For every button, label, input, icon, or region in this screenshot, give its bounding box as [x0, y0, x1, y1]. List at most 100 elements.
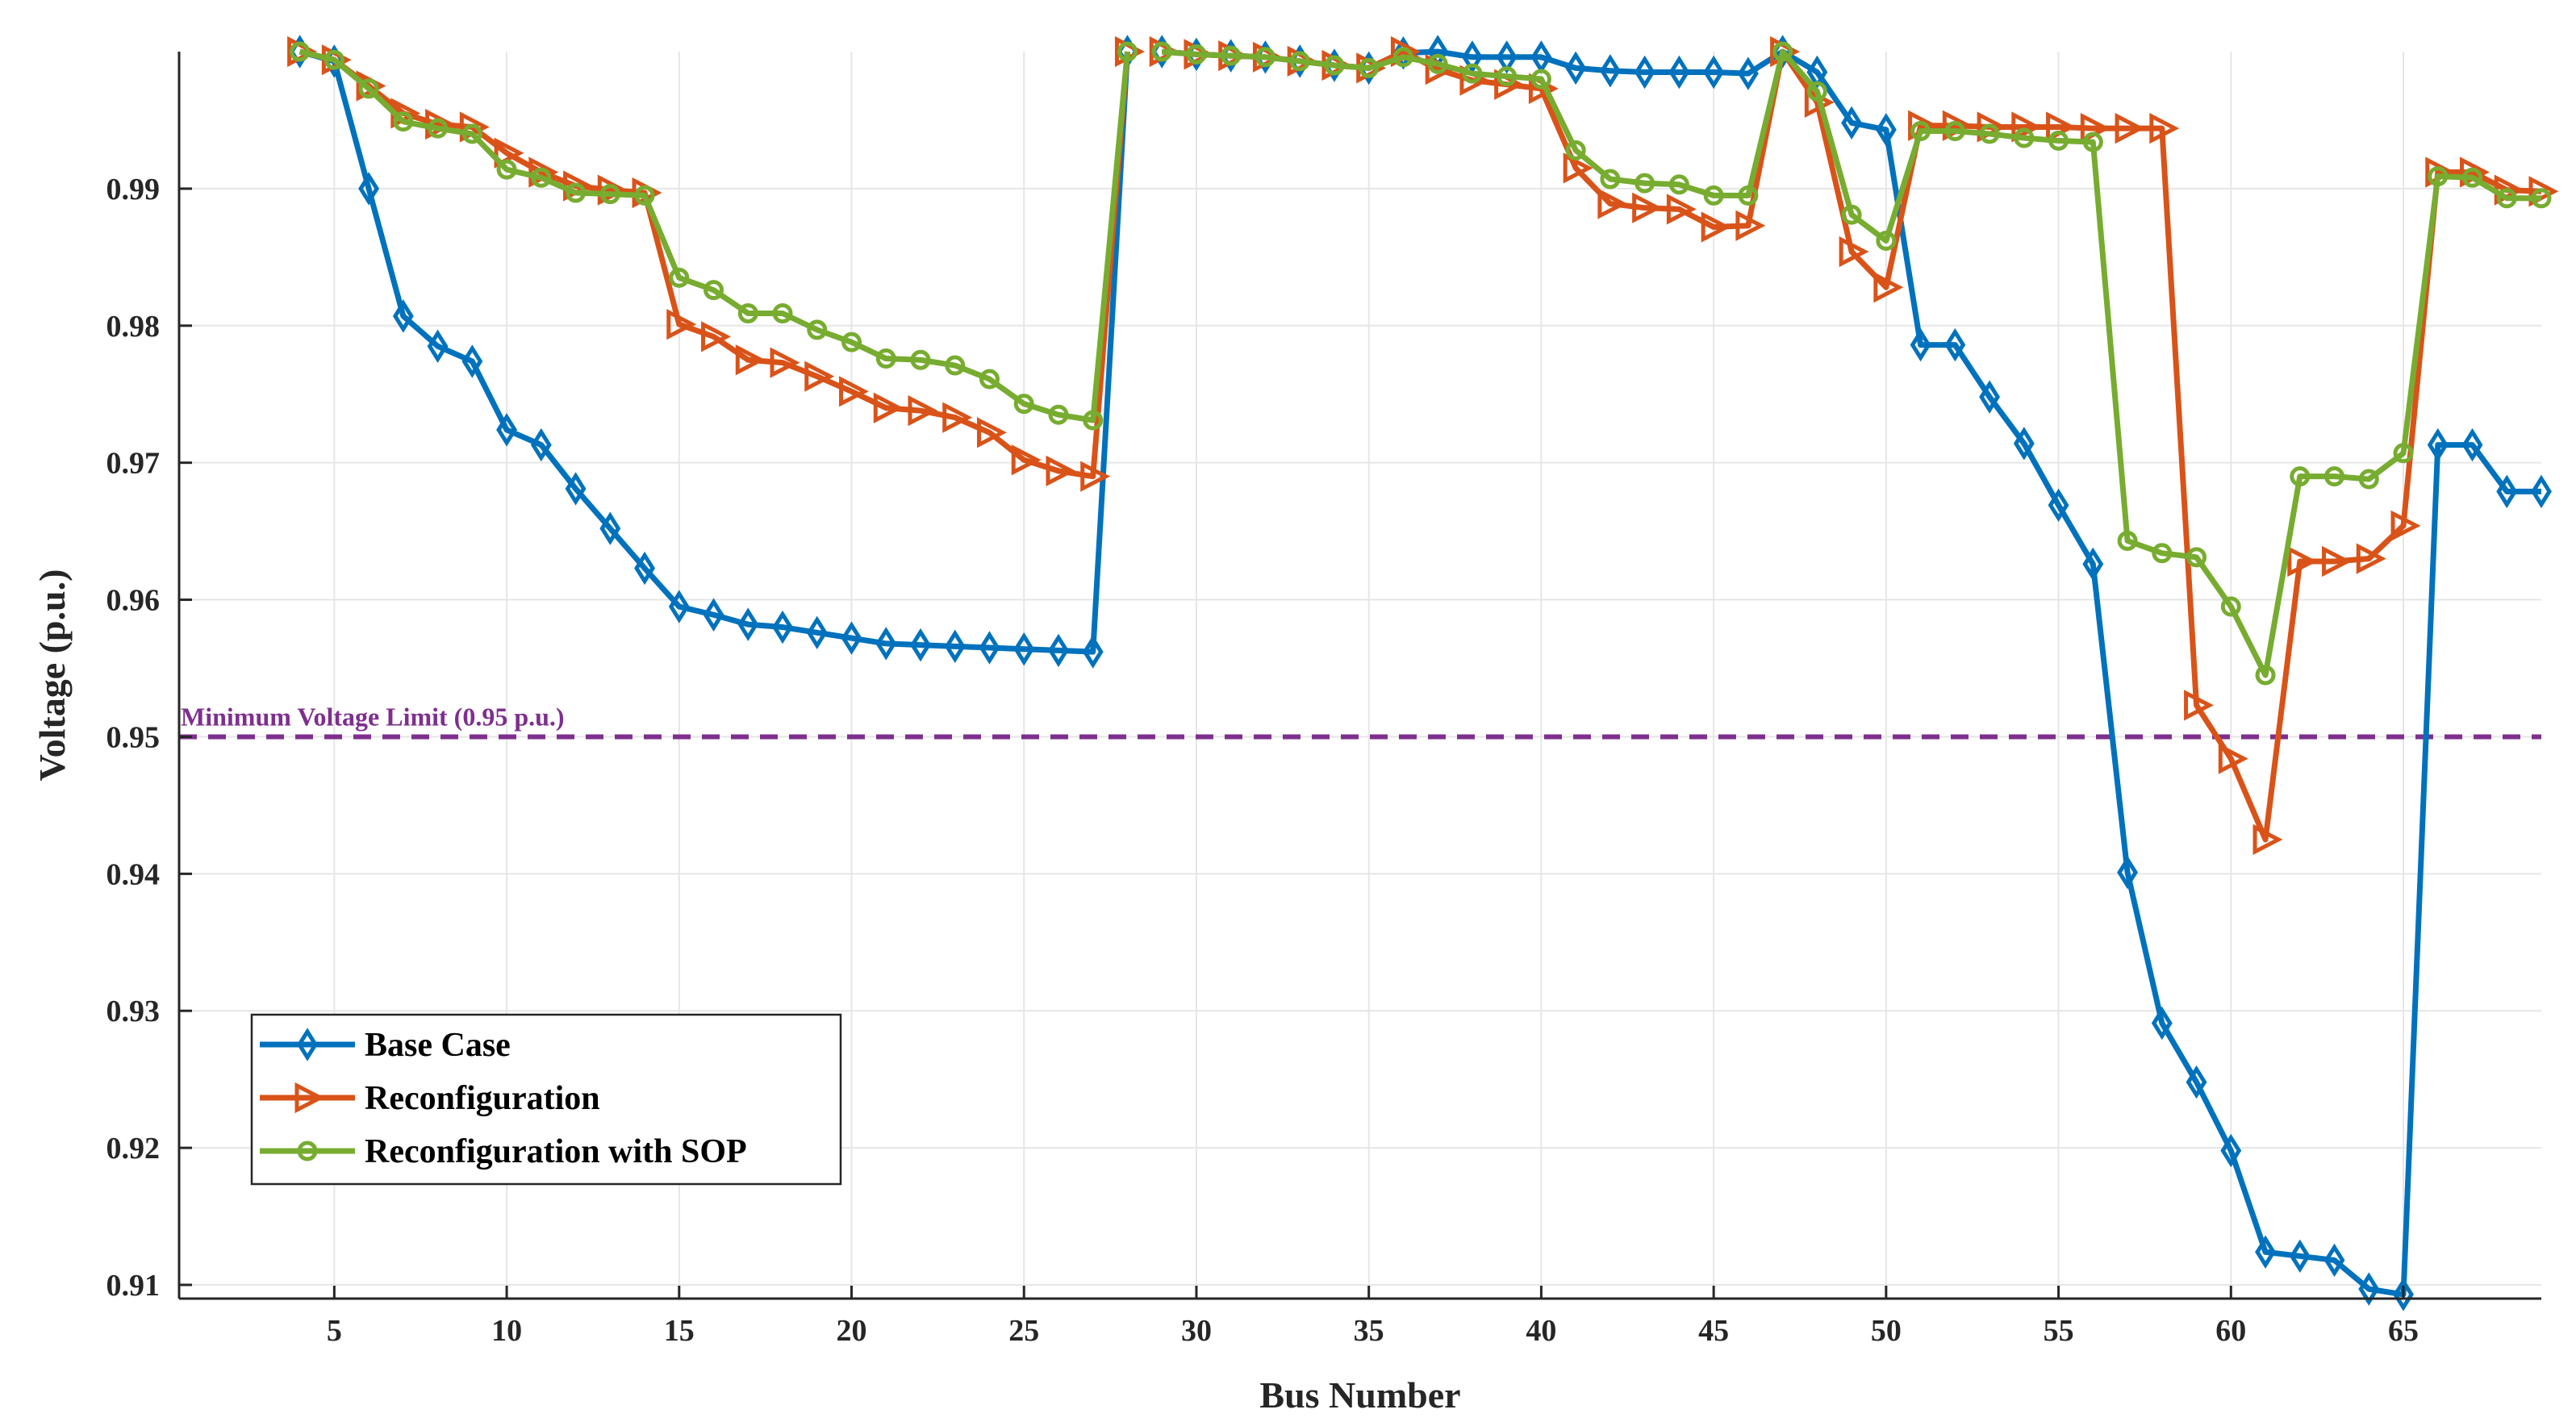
x-tick-label: 55 [2044, 1314, 2074, 1348]
data-point-reconfiguration-with-sop [324, 49, 344, 70]
y-tick-label: 0.97 [106, 447, 161, 481]
y-tick-label: 0.95 [106, 720, 161, 754]
legend: Base Case Reconfiguration Reconfiguration … [250, 1013, 842, 1186]
data-point-base-case [910, 628, 931, 662]
data-point-reconfiguration-with-sop [2117, 531, 2138, 552]
data-point-base-case [1841, 106, 1863, 140]
data-point-reconfiguration-with-sop [2082, 131, 2103, 152]
data-point-reconfiguration-with-sop [1427, 53, 1448, 74]
data-point-reconfiguration [2218, 743, 2248, 774]
data-point-reconfiguration-with-sop [1324, 55, 1345, 76]
data-point-base-case [358, 172, 380, 206]
x-tick-label: 20 [837, 1314, 867, 1348]
data-point-reconfiguration [839, 376, 869, 407]
data-point-reconfiguration-with-sop [428, 118, 449, 139]
data-point-reconfiguration-with-sop [496, 159, 517, 180]
data-point-reconfiguration-with-sop [393, 111, 414, 132]
x-tick-label: 40 [1526, 1314, 1556, 1348]
series-group [287, 35, 2559, 1311]
data-point-base-case [2461, 427, 2483, 462]
data-point-reconfiguration-with-sop [1186, 44, 1207, 65]
data-point-reconfiguration [2390, 510, 2421, 541]
x-tick-label: 65 [2388, 1314, 2419, 1348]
data-point-reconfiguration [1666, 194, 1697, 225]
y-tick-label: 0.99 [106, 173, 161, 206]
y-tick-label: 0.91 [106, 1269, 161, 1303]
data-point-reconfiguration-with-sop [807, 319, 828, 340]
series-line-reconfiguration [299, 48, 1130, 480]
data-point-reconfiguration [1873, 272, 1904, 303]
data-point-base-case [1048, 633, 1069, 668]
data-point-reconfiguration [666, 308, 697, 340]
data-point-base-case [979, 631, 1000, 665]
data-point-base-case [2393, 1278, 2414, 1311]
x-tick-label: 10 [491, 1314, 522, 1348]
data-point-reconfiguration-with-sop [1703, 185, 1724, 206]
data-point-reconfiguration-with-sop [358, 78, 379, 99]
data-point-reconfiguration [942, 402, 973, 433]
data-point-base-case [1944, 327, 1966, 362]
data-point-reconfiguration-with-sop [703, 280, 724, 301]
data-point-base-case [841, 621, 862, 655]
y-tick-label: 0.98 [106, 310, 161, 344]
data-point-reconfiguration-with-sop [1289, 51, 1310, 72]
data-point-base-case [668, 590, 690, 623]
data-point-base-case [1668, 55, 1690, 90]
data-point-reconfiguration-with-sop [1462, 63, 1483, 84]
series-reconfiguration [287, 35, 2559, 855]
x-axis-title: Bus Number [1259, 1374, 1460, 1416]
data-point-base-case [772, 610, 793, 644]
data-point-base-case [2496, 474, 2518, 509]
data-point-base-case [392, 299, 414, 333]
data-point-reconfiguration-with-sop [2324, 466, 2345, 487]
data-point-reconfiguration [770, 347, 800, 378]
data-point-base-case [2082, 547, 2104, 582]
legend-entry-base-case: Base Case [260, 1027, 511, 1064]
axes [177, 52, 2541, 1300]
data-point-reconfiguration [1735, 210, 1766, 241]
data-point-reconfiguration [2322, 545, 2352, 578]
data-point-reconfiguration-with-sop [1013, 394, 1034, 415]
data-point-reconfiguration-with-sop [634, 185, 655, 206]
legend-entry-reconfiguration: Reconfiguration [260, 1080, 600, 1117]
data-point-base-case [2117, 855, 2139, 890]
x-tick-label: 5 [327, 1314, 342, 1348]
data-point-reconfiguration-with-sop [1392, 47, 1413, 68]
data-point-base-case [2531, 474, 2552, 509]
data-point-base-case [599, 511, 621, 545]
x-tick-label: 60 [2215, 1314, 2246, 1348]
data-point-base-case [565, 472, 587, 506]
data-point-reconfiguration-with-sop [2152, 543, 2173, 564]
data-point-reconfiguration-with-sop [1944, 121, 1965, 142]
data-point-base-case [1979, 380, 2001, 414]
data-point-reconfiguration-with-sop [2393, 443, 2414, 464]
x-tick-label: 30 [1181, 1314, 1212, 1348]
data-point-reconfiguration-with-sop [1151, 41, 1172, 62]
data-point-reconfiguration-with-sop [2186, 547, 2207, 568]
data-point-base-case [496, 413, 518, 447]
data-point-reconfiguration [2184, 690, 2214, 721]
data-point-base-case [530, 427, 552, 462]
data-point-base-case [1737, 56, 1759, 90]
data-point-base-case [2220, 1133, 2242, 1168]
data-point-reconfiguration-with-sop [1910, 121, 1931, 142]
data-point-reconfiguration-with-sop [2014, 127, 2035, 148]
data-point-base-case [427, 329, 449, 363]
data-point-reconfiguration [1839, 236, 1869, 268]
data-point-reconfiguration-with-sop [2290, 466, 2311, 487]
data-point-base-case [1634, 55, 1655, 90]
data-point-reconfiguration-with-sop [2496, 188, 2517, 209]
data-point-reconfiguration-with-sop [1635, 173, 1655, 194]
data-point-reconfiguration-with-sop [2462, 167, 2483, 188]
data-point-reconfiguration-with-sop [1359, 57, 1380, 78]
series-line-base-case [299, 48, 1130, 655]
data-point-base-case [2048, 488, 2069, 523]
data-point-reconfiguration-with-sop [772, 302, 793, 323]
data-point-reconfiguration-with-sop [1841, 204, 1862, 225]
data-point-reconfiguration [2011, 111, 2042, 143]
data-point-reconfiguration [2115, 113, 2145, 144]
legend-label-base-case: Base Case [365, 1027, 511, 1064]
data-point-reconfiguration [976, 417, 1007, 448]
data-point-reconfiguration-with-sop [669, 267, 690, 288]
